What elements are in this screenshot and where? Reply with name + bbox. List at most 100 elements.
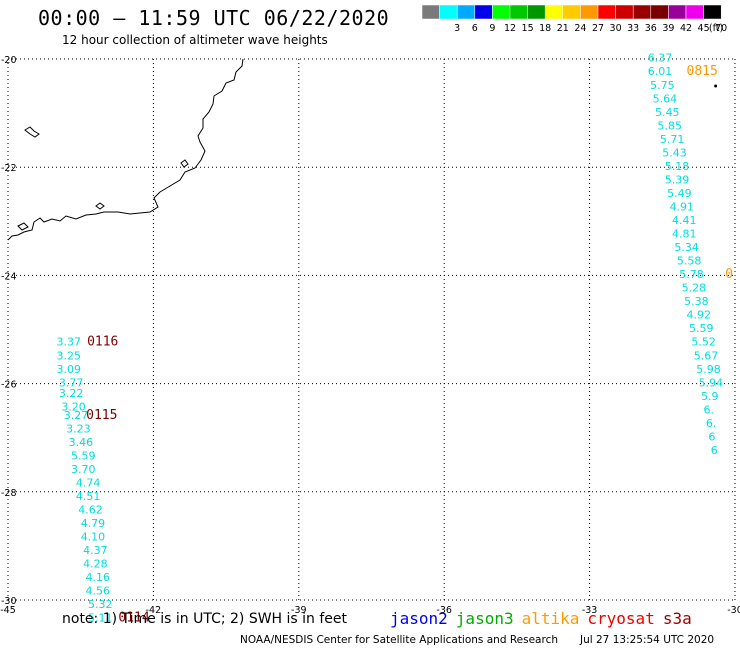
wave-height-value: 3.27 [64,409,88,422]
legend-label-27: 27 [592,23,604,34]
legend-label-12: 12 [504,23,516,34]
credit-line: NOAA/NESDIS Center for Satellite Applica… [240,634,558,646]
generated-timestamp: Jul 27 13:25:54 UTC 2020 [580,634,715,646]
wave-height-value: 4.37 [83,544,108,557]
legend-swatch-16 [703,4,722,20]
wave-height-value: 5.71 [660,133,685,146]
axis-ticks: -45 -42 -39 -36 -33 -30 -20 -22 -24 -26 -28 -30 [0,55,740,616]
lon-tick-label: -42 [146,605,162,616]
wave-height-value: 5.75 [650,79,675,92]
island-3 [95,202,105,210]
satellite-cryosat: cryosat [587,609,655,628]
island-1 [24,126,40,138]
lon-tick-label: -30 [727,605,740,616]
legend-unit: (ft) [709,23,723,34]
legend-label-3: 3 [454,23,460,34]
lat-tick-label: -28 [1,488,17,499]
wave-height-value: 5.9 [701,390,719,403]
island-4 [17,222,29,231]
wave-height-value: 4.92 [687,309,712,322]
wave-height-value: 4.81 [672,228,697,241]
wave-height-value: 4.62 [78,503,103,516]
wave-height-value: 4.56 [86,585,111,598]
wave-height-value: 6.01 [648,65,673,78]
wave-height-value: 4.79 [81,517,106,530]
legend-label-6: 6 [472,23,478,34]
wave-height-value: 6 [708,430,715,443]
footnote: note: 1) Time is in UTC; 2) SWH is in fe… [62,611,348,627]
satellite-s3a: s3a [662,609,692,628]
wave-height-value: 5.67 [694,349,719,362]
satellite-altika: altika [521,609,580,628]
wave-height-value: 5.18 [665,160,690,173]
wave-height-value: 5.64 [653,92,678,105]
wave-height-value: 5.59 [71,449,96,462]
legend-label-15: 15 [522,23,534,34]
color-legend: 3 6 9 12 15 18 21 24 27 30 33 36 39 42 45 70(ft) [421,4,727,34]
satellite-jason2: jason2 [390,609,448,628]
wave-height-value: 6. [703,403,714,416]
wave-height-value: 5.94 [699,376,724,389]
wave-height-value: 3.70 [71,463,96,476]
coastline [7,58,244,241]
wave-height-value: 4.51 [76,490,101,503]
legend-label-70: 70 [715,23,727,34]
wave-height-value: 6. [706,417,717,430]
wave-height-value: 5.32 [88,598,113,611]
track-labels: 3.373.253.093.773.223.203.273.233.465.59… [56,52,733,626]
wave-height-value: 5.39 [665,173,690,186]
satellite-jason3: jason3 [455,609,514,628]
legend-label-24: 24 [574,23,586,34]
pass-time-label: 0 [725,267,733,282]
wave-height-value: 3.46 [69,436,94,449]
wave-height-value: 5.52 [691,336,716,349]
legend-label-33: 33 [627,23,639,34]
wave-height-value: 3.20 [61,401,86,414]
satellite-legend: jason2 jason3 altika cryosat s3a [390,609,700,628]
wave-height-value: 5.78 [679,268,704,281]
lat-tick-label: -26 [1,380,17,391]
lat-tick-label: -20 [1,55,17,66]
coastline-path [7,58,244,241]
legend-label-36: 36 [645,23,657,34]
wave-height-value: 4.16 [86,571,111,584]
legend-label-39: 39 [662,23,674,34]
legend-label-30: 30 [610,23,622,34]
wave-height-value: 4.91 [670,200,695,213]
wave-height-value: 5.85 [657,119,682,132]
wave-height-value: 5.38 [684,295,709,308]
lat-tick-label: -30 [1,596,17,607]
wave-height-value: 5.11 [88,612,113,625]
wave-height-value: 3.25 [56,349,81,362]
wave-height-value: 3.22 [59,387,84,400]
wave-height-value: 4.10 [81,530,106,543]
island-2 [180,159,189,168]
wave-height-value: 5.58 [677,255,702,268]
legend-label-45: 45 [698,23,710,34]
grid-lines [7,58,736,601]
legend-label-9: 9 [489,23,495,34]
wave-height-value: 3.37 [56,336,81,349]
lon-tick-label: -36 [436,605,452,616]
page-title: 00:00 – 11:59 UTC 06/22/2020 [38,6,390,30]
wave-height-value: 4.28 [83,558,108,571]
pass-time-label: 0115 [86,408,117,423]
wave-height-value: 5.59 [689,322,714,335]
wave-height-value: 6 [711,444,718,457]
page-subtitle: 12 hour collection of altimeter wave hei… [62,33,328,47]
wave-height-value: 3.77 [59,376,84,389]
lon-tick-label: -39 [291,605,307,616]
legend-label-42: 42 [680,23,692,34]
wave-height-value: 3.23 [66,422,91,435]
wave-height-value: 4.74 [76,476,101,489]
observation-dot [714,84,718,88]
wave-height-value: 3.09 [56,363,81,376]
pass-time-label: 0116 [87,335,118,350]
wave-height-value: 6.37 [648,52,673,65]
wave-height-value: 5.43 [662,146,687,159]
wave-height-value: 4.41 [672,214,697,227]
wave-height-value: 5.34 [674,241,699,254]
lat-tick-label: -22 [1,163,17,174]
